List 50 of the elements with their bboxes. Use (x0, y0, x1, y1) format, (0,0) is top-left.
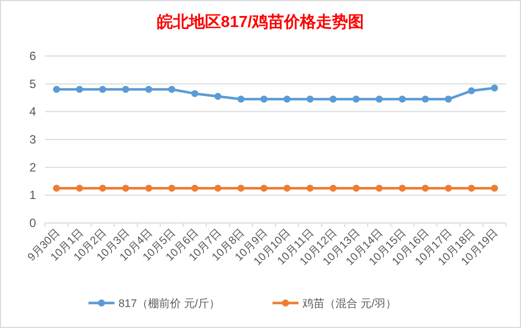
point (53, 184, 60, 192)
point (422, 96, 429, 103)
point (376, 96, 383, 103)
point (422, 184, 429, 192)
legend-label: 817（棚前价 元/斤） (118, 297, 220, 310)
point (191, 90, 198, 98)
point (99, 184, 106, 192)
point (237, 184, 244, 192)
point (284, 184, 291, 192)
y-tick-label: 0 (29, 216, 36, 230)
point (398, 96, 406, 103)
point (444, 96, 452, 103)
point (284, 96, 291, 103)
point (398, 184, 406, 192)
point (76, 184, 84, 192)
point (352, 184, 360, 192)
point (53, 86, 60, 93)
point (468, 184, 475, 192)
y-tick-label: 1 (29, 188, 36, 202)
point (214, 92, 222, 100)
legend-label: 鸡苗（混合 元/羽） (302, 297, 397, 310)
point (145, 184, 152, 192)
point (444, 184, 452, 192)
point (330, 184, 337, 192)
point (468, 87, 475, 94)
point (376, 184, 383, 192)
point (99, 86, 106, 93)
point (490, 184, 498, 192)
point (306, 96, 314, 103)
y-tick-label: 3 (29, 132, 36, 146)
point (122, 184, 130, 192)
point (330, 96, 337, 103)
point (145, 86, 152, 93)
point (237, 96, 244, 103)
point (306, 184, 314, 192)
point (168, 86, 176, 93)
point (168, 184, 176, 192)
y-tick-label: 6 (29, 49, 36, 63)
point (76, 86, 84, 93)
point (191, 184, 198, 192)
chart-title: 皖北地区817/鸡苗价格走势图 (156, 13, 364, 31)
point (260, 96, 268, 103)
y-tick-label: 2 (29, 160, 36, 174)
y-tick-label: 4 (29, 104, 36, 119)
point (214, 184, 222, 192)
point (122, 86, 130, 93)
point (260, 184, 268, 192)
point (490, 84, 498, 92)
y-tick-label: 5 (29, 76, 36, 91)
point (352, 96, 360, 103)
